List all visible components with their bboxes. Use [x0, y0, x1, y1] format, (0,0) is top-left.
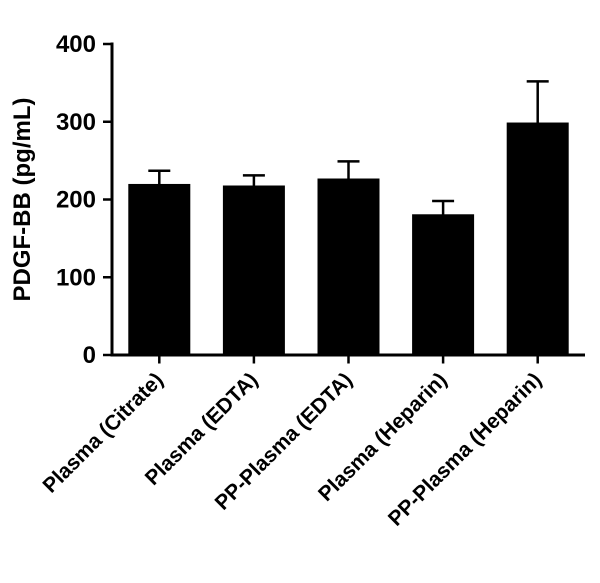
bar — [412, 214, 475, 355]
y-tick-label: 400 — [56, 31, 96, 58]
y-tick-label: 300 — [56, 109, 96, 136]
x-category-label: PP-Plasma (Heparin) — [384, 368, 546, 530]
y-tick-label: 200 — [56, 187, 96, 214]
bar — [317, 178, 380, 355]
bar — [222, 185, 285, 355]
bar — [128, 183, 191, 355]
y-axis-title: PDGF-BB (pg/mL) — [9, 98, 36, 302]
y-tick-label: 100 — [56, 264, 96, 291]
y-tick-label: 0 — [83, 342, 96, 369]
bar — [506, 122, 569, 355]
